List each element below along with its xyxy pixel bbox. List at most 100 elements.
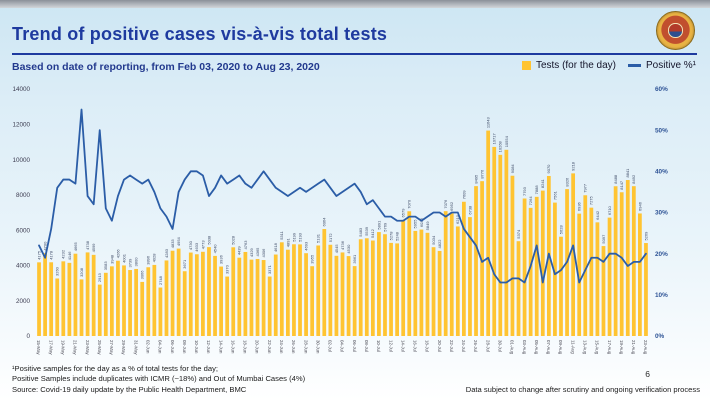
svg-text:23-Aug: 23-Aug (643, 340, 648, 355)
svg-text:4439: 4439 (237, 246, 242, 256)
svg-text:26-Jun: 26-Jun (291, 340, 296, 354)
bar (116, 260, 120, 336)
svg-text:5038: 5038 (206, 235, 211, 245)
svg-text:4028: 4028 (152, 253, 157, 263)
svg-text:5849: 5849 (425, 221, 430, 231)
svg-text:26-Jul: 26-Jul (473, 340, 478, 352)
svg-text:6033: 6033 (419, 217, 424, 227)
bar (328, 244, 333, 336)
bar (243, 251, 248, 336)
svg-text:21-May: 21-May (73, 340, 78, 355)
svg-text:20-Jun: 20-Jun (255, 340, 260, 354)
bar (644, 243, 648, 336)
svg-text:5483: 5483 (358, 227, 363, 237)
svg-text:30-Jul: 30-Jul (498, 340, 503, 352)
svg-text:5193: 5193 (297, 232, 302, 242)
bar (182, 271, 187, 336)
bar (91, 254, 96, 336)
bar (170, 250, 175, 336)
svg-text:5278: 5278 (388, 231, 393, 241)
bar (583, 195, 588, 336)
bar (207, 247, 211, 336)
svg-text:4700: 4700 (43, 241, 48, 251)
bar (553, 202, 557, 336)
svg-text:16-Jul: 16-Jul (413, 340, 418, 352)
svg-text:01-Aug: 01-Aug (510, 340, 515, 355)
bar (389, 242, 393, 336)
bmc-logo-crest (668, 23, 683, 38)
svg-text:08-Jun: 08-Jun (182, 340, 187, 354)
bar (431, 247, 436, 336)
bar (504, 149, 509, 336)
bar (134, 268, 139, 336)
svg-text:5269: 5269 (643, 231, 648, 241)
svg-text:21-Aug: 21-Aug (631, 340, 636, 355)
svg-text:7561: 7561 (552, 190, 557, 200)
svg-text:3370: 3370 (225, 264, 230, 274)
bar (201, 251, 205, 336)
svg-text:5028: 5028 (231, 235, 236, 245)
svg-text:04-Jul: 04-Jul (340, 340, 345, 352)
svg-text:5311: 5311 (279, 230, 284, 239)
svg-text:3583: 3583 (103, 261, 108, 271)
bar (468, 217, 472, 336)
bar (395, 243, 399, 336)
svg-text:05-Aug: 05-Aug (534, 340, 539, 355)
svg-text:3208: 3208 (79, 267, 84, 277)
svg-text:30%: 30% (655, 210, 668, 217)
bar (255, 258, 260, 336)
bar (625, 180, 630, 336)
svg-text:60%: 60% (655, 86, 668, 93)
svg-text:4599: 4599 (91, 243, 96, 253)
legend-item-tests: Tests (for the day) (521, 60, 616, 71)
bar (364, 238, 369, 336)
svg-text:17-Aug: 17-Aug (607, 340, 612, 355)
svg-text:8488: 8488 (613, 174, 618, 184)
bar (419, 229, 424, 336)
bar (158, 287, 163, 336)
svg-text:08-Jul: 08-Jul (364, 340, 369, 352)
svg-text:8495: 8495 (473, 174, 478, 184)
svg-text:14000: 14000 (12, 86, 30, 93)
svg-text:20%: 20% (655, 251, 668, 258)
svg-text:3739: 3739 (127, 258, 132, 268)
svg-text:3948: 3948 (109, 254, 114, 264)
bar (103, 272, 108, 336)
svg-text:5539: 5539 (364, 226, 369, 236)
svg-text:27-May: 27-May (109, 340, 114, 355)
bar (176, 248, 181, 336)
svg-text:02-Jul: 02-Jul (328, 340, 333, 352)
svg-text:0%: 0% (655, 333, 665, 340)
svg-text:10%: 10% (655, 292, 668, 299)
svg-text:6210: 6210 (455, 214, 460, 224)
bar (140, 281, 145, 336)
svg-text:7793: 7793 (522, 186, 527, 196)
bar (231, 247, 236, 336)
svg-text:4693: 4693 (303, 241, 308, 251)
svg-text:11643: 11643 (486, 116, 491, 128)
chart-legend: Tests (for the day) Positive %¹ (521, 60, 696, 71)
svg-text:29-May: 29-May (121, 340, 126, 355)
bar (474, 186, 478, 336)
legend-item-positive: Positive %¹ (627, 60, 696, 71)
bar (67, 262, 72, 336)
svg-text:5034: 5034 (431, 235, 436, 245)
svg-text:8326: 8326 (564, 177, 569, 187)
svg-text:50%: 50% (655, 127, 668, 134)
bar (322, 229, 327, 336)
bar (128, 270, 132, 336)
svg-text:5131: 5131 (316, 233, 321, 243)
svg-text:24-Jun: 24-Jun (279, 340, 284, 354)
svg-text:7609: 7609 (461, 190, 466, 200)
bar (571, 173, 576, 336)
svg-text:02-Jun: 02-Jun (145, 340, 150, 354)
svg-text:5374: 5374 (516, 229, 521, 239)
bar (194, 254, 199, 336)
svg-text:31-May: 31-May (133, 340, 138, 355)
svg-text:10000: 10000 (12, 157, 30, 164)
page-title: Trend of positive cases vis-à-vis total … (12, 24, 388, 44)
bmc-logo-icon (656, 11, 695, 50)
bar (613, 186, 618, 336)
